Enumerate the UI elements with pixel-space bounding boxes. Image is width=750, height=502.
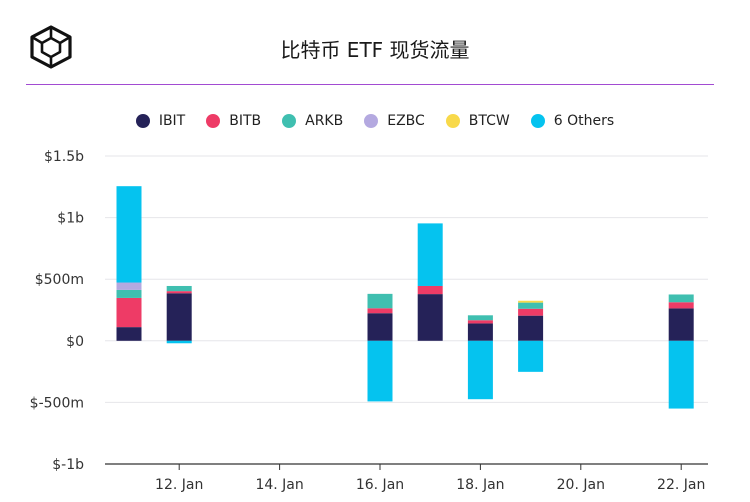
bar-segment <box>166 340 192 344</box>
y-tick-label: $500m <box>35 272 84 288</box>
legend-item[interactable]: BTCW <box>445 113 510 129</box>
x-tick-label: 12. Jan <box>155 477 203 493</box>
bar-segment <box>668 302 694 309</box>
bar-segment <box>518 302 544 309</box>
chart-title: 比特币 ETF 现货流量 <box>280 38 470 62</box>
bar-segment <box>668 308 694 341</box>
legend-label: ARKB <box>305 113 344 129</box>
legend-item[interactable]: EZBC <box>364 113 425 129</box>
bar-segment <box>467 323 493 341</box>
legend-item[interactable]: BITB <box>206 113 261 129</box>
x-tick-label: 20. Jan <box>557 477 605 493</box>
legend-item[interactable]: IBIT <box>135 113 186 129</box>
bar-segment <box>116 327 142 341</box>
legend-label: IBIT <box>158 113 186 129</box>
legend-marker <box>364 114 379 128</box>
legend-item[interactable]: ARKB <box>282 113 343 129</box>
bar-segment <box>518 340 544 372</box>
bar-segment <box>417 285 443 295</box>
x-tick-label: 16. Jan <box>356 477 404 493</box>
bar-segment <box>668 294 694 303</box>
y-tick-label: $1.5b <box>44 149 84 165</box>
legend-marker <box>282 114 297 128</box>
bar-segment <box>467 320 493 324</box>
bar-segment <box>417 223 443 286</box>
legend-marker <box>135 114 150 128</box>
bar-segment <box>518 300 544 303</box>
x-tick-label: 18. Jan <box>456 477 504 493</box>
bar-segment <box>467 340 493 400</box>
legend-item[interactable]: 6 Others <box>530 113 615 129</box>
bar-segment <box>367 313 393 341</box>
bar-segment <box>166 291 192 294</box>
x-tick-label: 22. Jan <box>657 477 705 493</box>
legend-marker <box>206 114 221 128</box>
bar-segment <box>367 293 393 309</box>
bar-segment <box>116 186 142 283</box>
title-divider <box>26 84 714 85</box>
legend-label: BTCW <box>468 113 510 129</box>
bar-segment <box>367 340 393 402</box>
legend-label: 6 Others <box>553 113 615 129</box>
legend-marker <box>445 114 460 128</box>
x-tick-label: 14. Jan <box>255 477 303 493</box>
y-tick-label: $1b <box>57 211 84 227</box>
y-tick-label: $-1b <box>52 457 84 473</box>
logo-cube-icon <box>30 25 72 69</box>
bar-segment <box>116 289 142 298</box>
y-tick-label: $-500m <box>30 395 84 411</box>
bar-segment <box>116 282 142 290</box>
bar-segment <box>518 308 544 316</box>
bar-segment <box>367 308 393 314</box>
chart-legend: IBIT BITB ARKB EZBC BTCW 6 Others <box>0 113 750 129</box>
bar-segment <box>417 294 443 341</box>
legend-marker <box>530 114 545 128</box>
bar-segment <box>166 285 192 292</box>
legend-label: EZBC <box>387 113 425 129</box>
bar-segment <box>518 315 544 341</box>
bar-segment <box>467 315 493 321</box>
y-tick-label: $0 <box>66 334 84 350</box>
legend-label: BITB <box>229 113 262 129</box>
bar-segment <box>668 340 694 409</box>
bar-segment <box>116 297 142 328</box>
bar-segment <box>166 293 192 341</box>
